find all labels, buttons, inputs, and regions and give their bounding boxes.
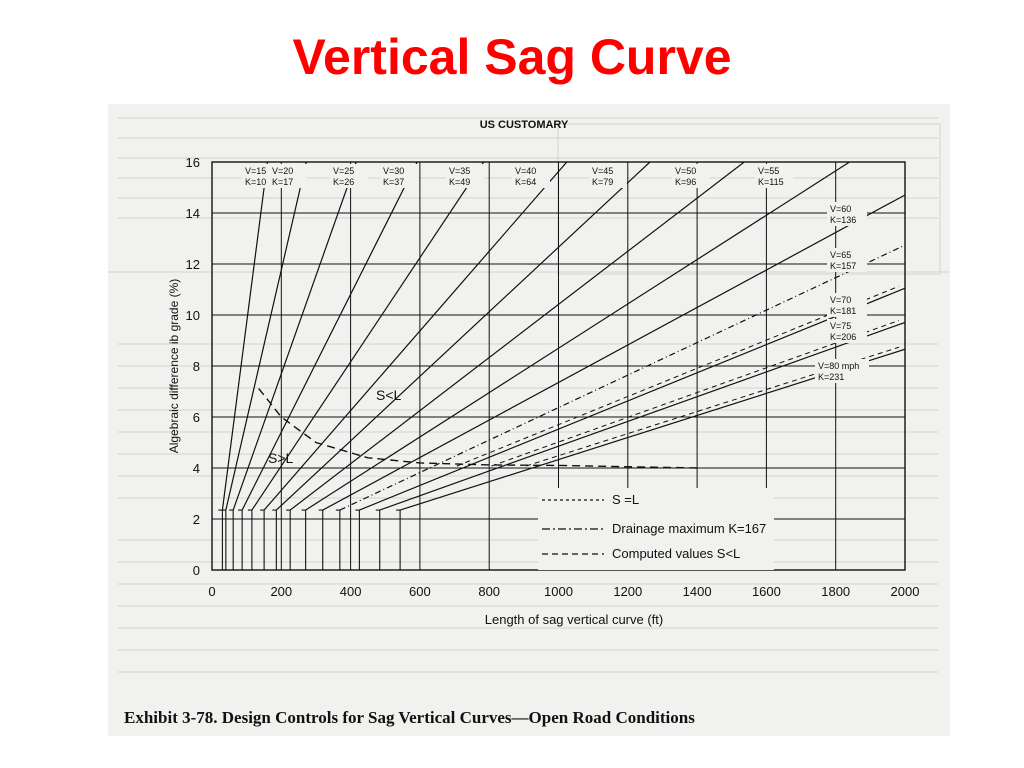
s-gt-l-annotation: S>L (268, 450, 294, 466)
speed-label-bg (446, 164, 484, 188)
exhibit-caption: Exhibit 3-78. Design Controls for Sag Ve… (124, 708, 695, 727)
y-tick-label: 12 (186, 257, 200, 272)
speed-label-bg (269, 164, 307, 188)
speed-label-bg (815, 359, 869, 383)
k-line-v=20 (225, 162, 307, 511)
legend-label: S =L (612, 492, 639, 507)
k-line-v=30 (241, 162, 418, 511)
y-tick-label: 6 (193, 410, 200, 425)
k-label: K=231 (818, 372, 844, 382)
plot-area: 0 200 400 600 800 1000 1200 1400 1600 1800 2000 0 2 4… (186, 155, 920, 599)
speed-label-bg (827, 248, 867, 272)
x-axis-label: Length of sag vertical curve (ft) (485, 612, 663, 627)
y-tick-label: 4 (193, 461, 200, 476)
k-line-v=70 (359, 287, 905, 511)
y-tick-label: 16 (186, 155, 200, 170)
k-label: K=79 (592, 177, 613, 187)
k-line-v=35 (251, 162, 485, 511)
speed-label: V=45 (592, 166, 613, 176)
k-label: K=206 (830, 332, 856, 342)
speed-label-bg (589, 164, 627, 188)
k-line-v=45 (275, 162, 651, 511)
k-line-v=55 (305, 162, 850, 511)
slide-title: Vertical Sag Curve (292, 29, 732, 85)
speed-label-bg (672, 164, 710, 188)
speed-label-bg (512, 164, 550, 188)
speed-label: V=20 (272, 166, 293, 176)
chart-title: US CUSTOMARY (480, 119, 569, 131)
s-equals-l-curve (256, 385, 698, 469)
k-line-v=15 (221, 162, 269, 511)
k-label: K=181 (830, 306, 856, 316)
scanned-page-background (108, 104, 950, 736)
x-tick-label: 1800 (821, 584, 850, 599)
y-tick-label: 8 (193, 359, 200, 374)
speed-label-bg (755, 164, 793, 188)
k-label: K=157 (830, 261, 856, 271)
x-tick-label: 0 (208, 584, 215, 599)
speed-label: V=80 mph (818, 361, 859, 371)
k-line-v=65 (339, 244, 905, 511)
speed-label: V=55 (758, 166, 779, 176)
speed-label: V=75 (830, 321, 851, 331)
speed-label: V=40 (515, 166, 536, 176)
k-label: K=64 (515, 177, 536, 187)
k-label: K=96 (675, 177, 696, 187)
y-tick-label: 14 (186, 206, 200, 221)
y-axis-label: Algebraic difference ib grade (%) (167, 279, 181, 454)
y-tick-label: 2 (193, 512, 200, 527)
legend-label: Computed values S<L (612, 546, 740, 561)
speed-label: V=65 (830, 250, 851, 260)
x-tick-label: 400 (340, 584, 362, 599)
x-tick-label: 600 (409, 584, 431, 599)
k-label: K=37 (383, 177, 404, 187)
computed-values-line (456, 285, 900, 467)
k-line-v=60 (322, 194, 905, 511)
x-tick-label: 200 (270, 584, 292, 599)
s-lt-l-annotation: S<L (376, 387, 402, 403)
x-tick-label: 800 (478, 584, 500, 599)
speed-label: V=35 (449, 166, 470, 176)
k-label: K=26 (333, 177, 354, 187)
x-tick-label: 1000 (544, 584, 573, 599)
k-label: K=136 (830, 215, 856, 225)
k-label: K=49 (449, 177, 470, 187)
y-tick-label: 0 (193, 563, 200, 578)
speed-label-bg (330, 164, 368, 188)
speed-label: V=70 (830, 295, 851, 305)
x-tick-label: 2000 (891, 584, 920, 599)
speed-label: V=25 (333, 166, 354, 176)
k-line-v=40 (263, 162, 568, 511)
k-label: K=115 (758, 177, 784, 187)
k-label: K=10 (245, 177, 266, 187)
x-tick-label: 1600 (752, 584, 781, 599)
speed-label: V=30 (383, 166, 404, 176)
chart-legend: S =L Drainage maximum K=167 Computed value… (538, 488, 774, 570)
computed-values-line (491, 319, 900, 467)
k-label: K=17 (272, 177, 293, 187)
speed-label-bg (827, 293, 867, 317)
speed-label: V=15 (245, 166, 266, 176)
k-line-v=75 (379, 321, 905, 511)
k-line-v=25 (232, 162, 357, 511)
x-tick-label: 1400 (683, 584, 712, 599)
speed-label: V=60 (830, 204, 851, 214)
y-tick-label: 10 (186, 308, 200, 323)
speed-label-bg (827, 319, 867, 343)
speed-label: V=50 (675, 166, 696, 176)
x-tick-label: 1200 (613, 584, 642, 599)
speed-label-bg (380, 164, 418, 188)
k-line-v=50 (289, 162, 745, 511)
speed-label-bg (827, 202, 867, 226)
legend-label: Drainage maximum K=167 (612, 521, 766, 536)
